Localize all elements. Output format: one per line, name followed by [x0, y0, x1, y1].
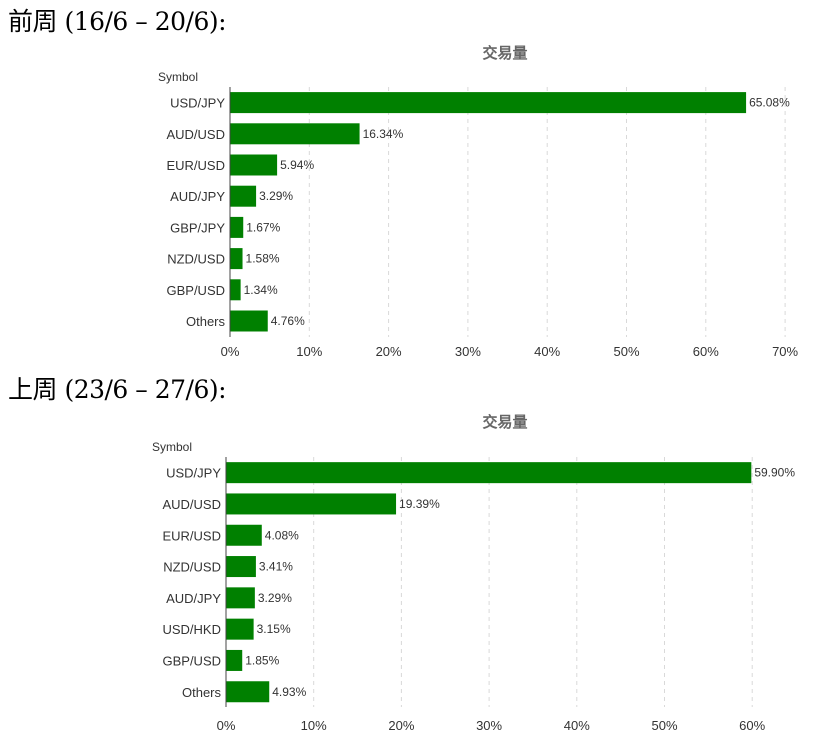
- data-label: 65.08%: [749, 96, 790, 110]
- bar: [230, 216, 244, 238]
- data-label: 1.58%: [246, 252, 280, 266]
- bar: [226, 524, 262, 546]
- week2-heading: 上周 (23/6 – 27/6):: [8, 375, 227, 404]
- bar: [230, 185, 257, 207]
- data-label: 1.67%: [246, 220, 280, 234]
- category-label: EUR/USD: [166, 158, 225, 173]
- y-axis-label: Symbol: [158, 70, 198, 84]
- chart-title: 交易量: [482, 44, 527, 62]
- bar: [226, 493, 397, 515]
- x-tick-label: 30%: [476, 718, 502, 733]
- category-label: AUD/USD: [166, 127, 225, 142]
- category-label: NZD/USD: [167, 252, 225, 267]
- x-tick-label: 10%: [296, 344, 322, 359]
- category-label: GBP/USD: [166, 283, 225, 298]
- x-tick-label: 40%: [564, 718, 590, 733]
- category-label: GBP/USD: [162, 653, 221, 668]
- data-label: 3.29%: [258, 591, 292, 605]
- x-tick-label: 60%: [693, 344, 719, 359]
- x-tick-label: 10%: [301, 718, 327, 733]
- bar: [226, 556, 256, 578]
- y-axis-label: Symbol: [152, 440, 192, 454]
- data-label: 16.34%: [363, 127, 404, 141]
- data-label: 4.08%: [265, 528, 299, 542]
- data-label: 59.90%: [754, 466, 795, 480]
- data-label: 1.34%: [244, 283, 278, 297]
- x-tick-label: 30%: [455, 344, 481, 359]
- data-label: 3.15%: [257, 622, 291, 636]
- category-label: AUD/JPY: [170, 189, 225, 204]
- x-tick-label: 20%: [376, 344, 402, 359]
- category-label: EUR/USD: [162, 528, 221, 543]
- data-label: 4.93%: [272, 685, 306, 699]
- x-tick-label: 70%: [772, 344, 798, 359]
- category-label: GBP/JPY: [170, 220, 225, 235]
- data-label: 19.39%: [399, 497, 440, 511]
- category-label: Others: [182, 685, 222, 700]
- data-label: 3.41%: [259, 560, 293, 574]
- bar: [226, 462, 752, 484]
- x-tick-label: 40%: [534, 344, 560, 359]
- chart-title: 交易量: [482, 413, 527, 431]
- data-label: 1.85%: [245, 653, 279, 667]
- week1-heading: 前周 (16/6 – 20/6):: [8, 7, 227, 36]
- bar: [230, 248, 243, 270]
- bar: [230, 279, 241, 301]
- bar: [226, 618, 254, 640]
- bar: [230, 123, 360, 145]
- bar: [226, 681, 270, 703]
- data-label: 3.29%: [259, 189, 293, 203]
- x-tick-label: 20%: [388, 718, 414, 733]
- bar: [230, 92, 747, 114]
- bar: [230, 154, 278, 176]
- x-tick-label: 0%: [221, 344, 240, 359]
- category-label: AUD/USD: [162, 497, 221, 512]
- category-label: Others: [186, 314, 226, 329]
- x-tick-label: 50%: [651, 718, 677, 733]
- x-tick-label: 50%: [613, 344, 639, 359]
- data-label: 4.76%: [271, 314, 305, 328]
- bar: [226, 649, 243, 671]
- category-label: USD/JPY: [170, 96, 225, 111]
- bar: [230, 310, 268, 332]
- data-label: 5.94%: [280, 158, 314, 172]
- category-label: USD/HKD: [162, 622, 221, 637]
- bar: [226, 587, 255, 609]
- x-tick-label: 0%: [217, 718, 236, 733]
- category-label: NZD/USD: [163, 560, 221, 575]
- x-tick-label: 60%: [739, 718, 765, 733]
- category-label: AUD/JPY: [166, 591, 221, 606]
- category-label: USD/JPY: [166, 466, 221, 481]
